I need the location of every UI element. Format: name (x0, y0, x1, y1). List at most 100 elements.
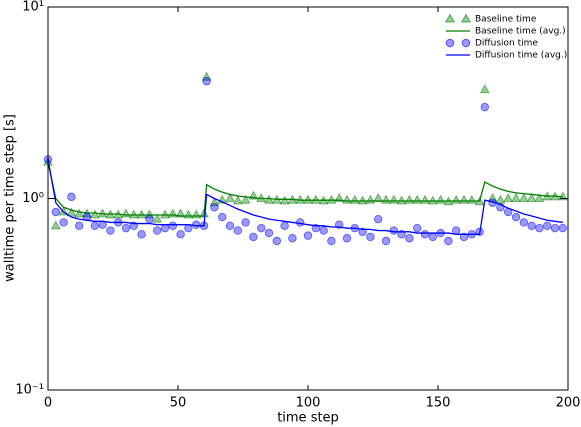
circle-marker (511, 212, 521, 222)
triangle-marker (160, 209, 170, 219)
triangle-marker (420, 194, 430, 204)
circle-marker (217, 212, 227, 222)
circle-marker (366, 232, 375, 242)
triangle-marker (388, 194, 399, 204)
y-axis-label: walltime per time step [s] (3, 114, 18, 282)
x-axis-label: time step (277, 411, 339, 426)
circle-marker (550, 223, 560, 233)
circle-marker (428, 232, 437, 242)
triangle-marker (381, 194, 391, 204)
circle-marker (121, 223, 131, 233)
circle-marker (176, 230, 185, 239)
triangle-marker (451, 194, 462, 204)
triangle-marker (466, 194, 477, 204)
circle-marker (480, 102, 489, 112)
circle-marker (535, 223, 544, 233)
circle-marker (106, 226, 115, 235)
triangle-marker (435, 194, 446, 204)
circle-marker (168, 221, 177, 231)
legend: Baseline time Baseline time (avg.) Diffusi… (444, 13, 567, 61)
x-tick-label: 100 (296, 396, 321, 411)
circle-marker (257, 223, 266, 233)
circle-marker (272, 236, 281, 246)
circle-marker (519, 218, 528, 227)
x-tick-label: 150 (426, 396, 451, 411)
legend-label: Baseline time (avg.) (475, 27, 566, 37)
circle-marker (405, 234, 414, 243)
triangle-marker (201, 71, 212, 81)
triangle-marker (191, 209, 202, 219)
circle-marker (319, 226, 328, 235)
legend-label: Baseline time (475, 15, 537, 25)
triangle-marker (310, 194, 321, 204)
legend-marker (445, 38, 455, 48)
circle-marker (90, 221, 99, 231)
circle-marker (459, 232, 469, 242)
circle-marker (74, 221, 84, 231)
triangle-marker (264, 194, 274, 204)
circle-marker (303, 231, 313, 240)
legend-label: Diffusion time (475, 39, 538, 49)
x-tick-label: 0 (44, 396, 52, 411)
triangle-marker (503, 193, 514, 202)
circle-marker (452, 226, 461, 235)
triangle-marker (121, 208, 131, 218)
triangle-marker (326, 194, 337, 204)
triangle-marker (279, 195, 290, 205)
triangle-marker (412, 194, 423, 204)
circle-marker (152, 226, 162, 235)
triangle-marker (396, 195, 407, 205)
triangle-marker (74, 208, 85, 218)
x-tick-label: 200 (556, 396, 581, 411)
circle-marker (225, 221, 235, 231)
y-tick-label: 10¹ (22, 0, 44, 15)
circle-marker (264, 228, 274, 238)
triangle-marker (183, 209, 194, 219)
triangle-marker (511, 193, 521, 202)
triangle-marker (342, 194, 352, 204)
avg-line (47, 159, 563, 235)
triangle-marker (404, 194, 415, 204)
triangle-marker (349, 194, 360, 204)
triangle-marker (50, 220, 61, 230)
circle-marker (51, 207, 60, 217)
triangle-marker (479, 84, 490, 94)
circle-marker (296, 218, 305, 227)
circle-marker (210, 203, 219, 212)
legend-marker (461, 38, 471, 48)
triangle-marker (526, 193, 537, 202)
triangle-marker (89, 209, 100, 219)
circle-marker (241, 218, 250, 227)
triangle-marker (373, 193, 384, 202)
circle-marker (381, 236, 391, 246)
circle-marker (342, 234, 352, 243)
circle-marker (160, 223, 170, 233)
y-tick-label: 10⁰ (22, 191, 44, 206)
circle-marker (444, 236, 453, 246)
circle-marker (527, 221, 536, 231)
triangle-marker (534, 193, 545, 202)
avg-line (47, 161, 563, 217)
circle-marker (374, 214, 383, 224)
triangle-marker (357, 195, 368, 205)
circle-marker (249, 232, 258, 242)
triangle-marker (128, 209, 139, 219)
triangle-marker (518, 193, 529, 202)
circle-marker (137, 230, 146, 239)
circle-marker (413, 223, 422, 233)
triangle-marker (240, 194, 251, 204)
circle-marker (280, 221, 289, 231)
legend-marker (444, 13, 456, 23)
circle-marker (202, 76, 211, 86)
legend-marker (460, 13, 472, 23)
y-tick-label: 10⁻¹ (15, 383, 44, 398)
triangle-marker (136, 209, 147, 219)
circle-marker (145, 214, 154, 224)
triangle-marker (152, 213, 163, 223)
circle-marker (67, 192, 76, 202)
circle-marker (389, 226, 398, 235)
triangle-marker (495, 194, 506, 204)
circle-marker (288, 234, 297, 243)
circle-marker (191, 220, 201, 229)
